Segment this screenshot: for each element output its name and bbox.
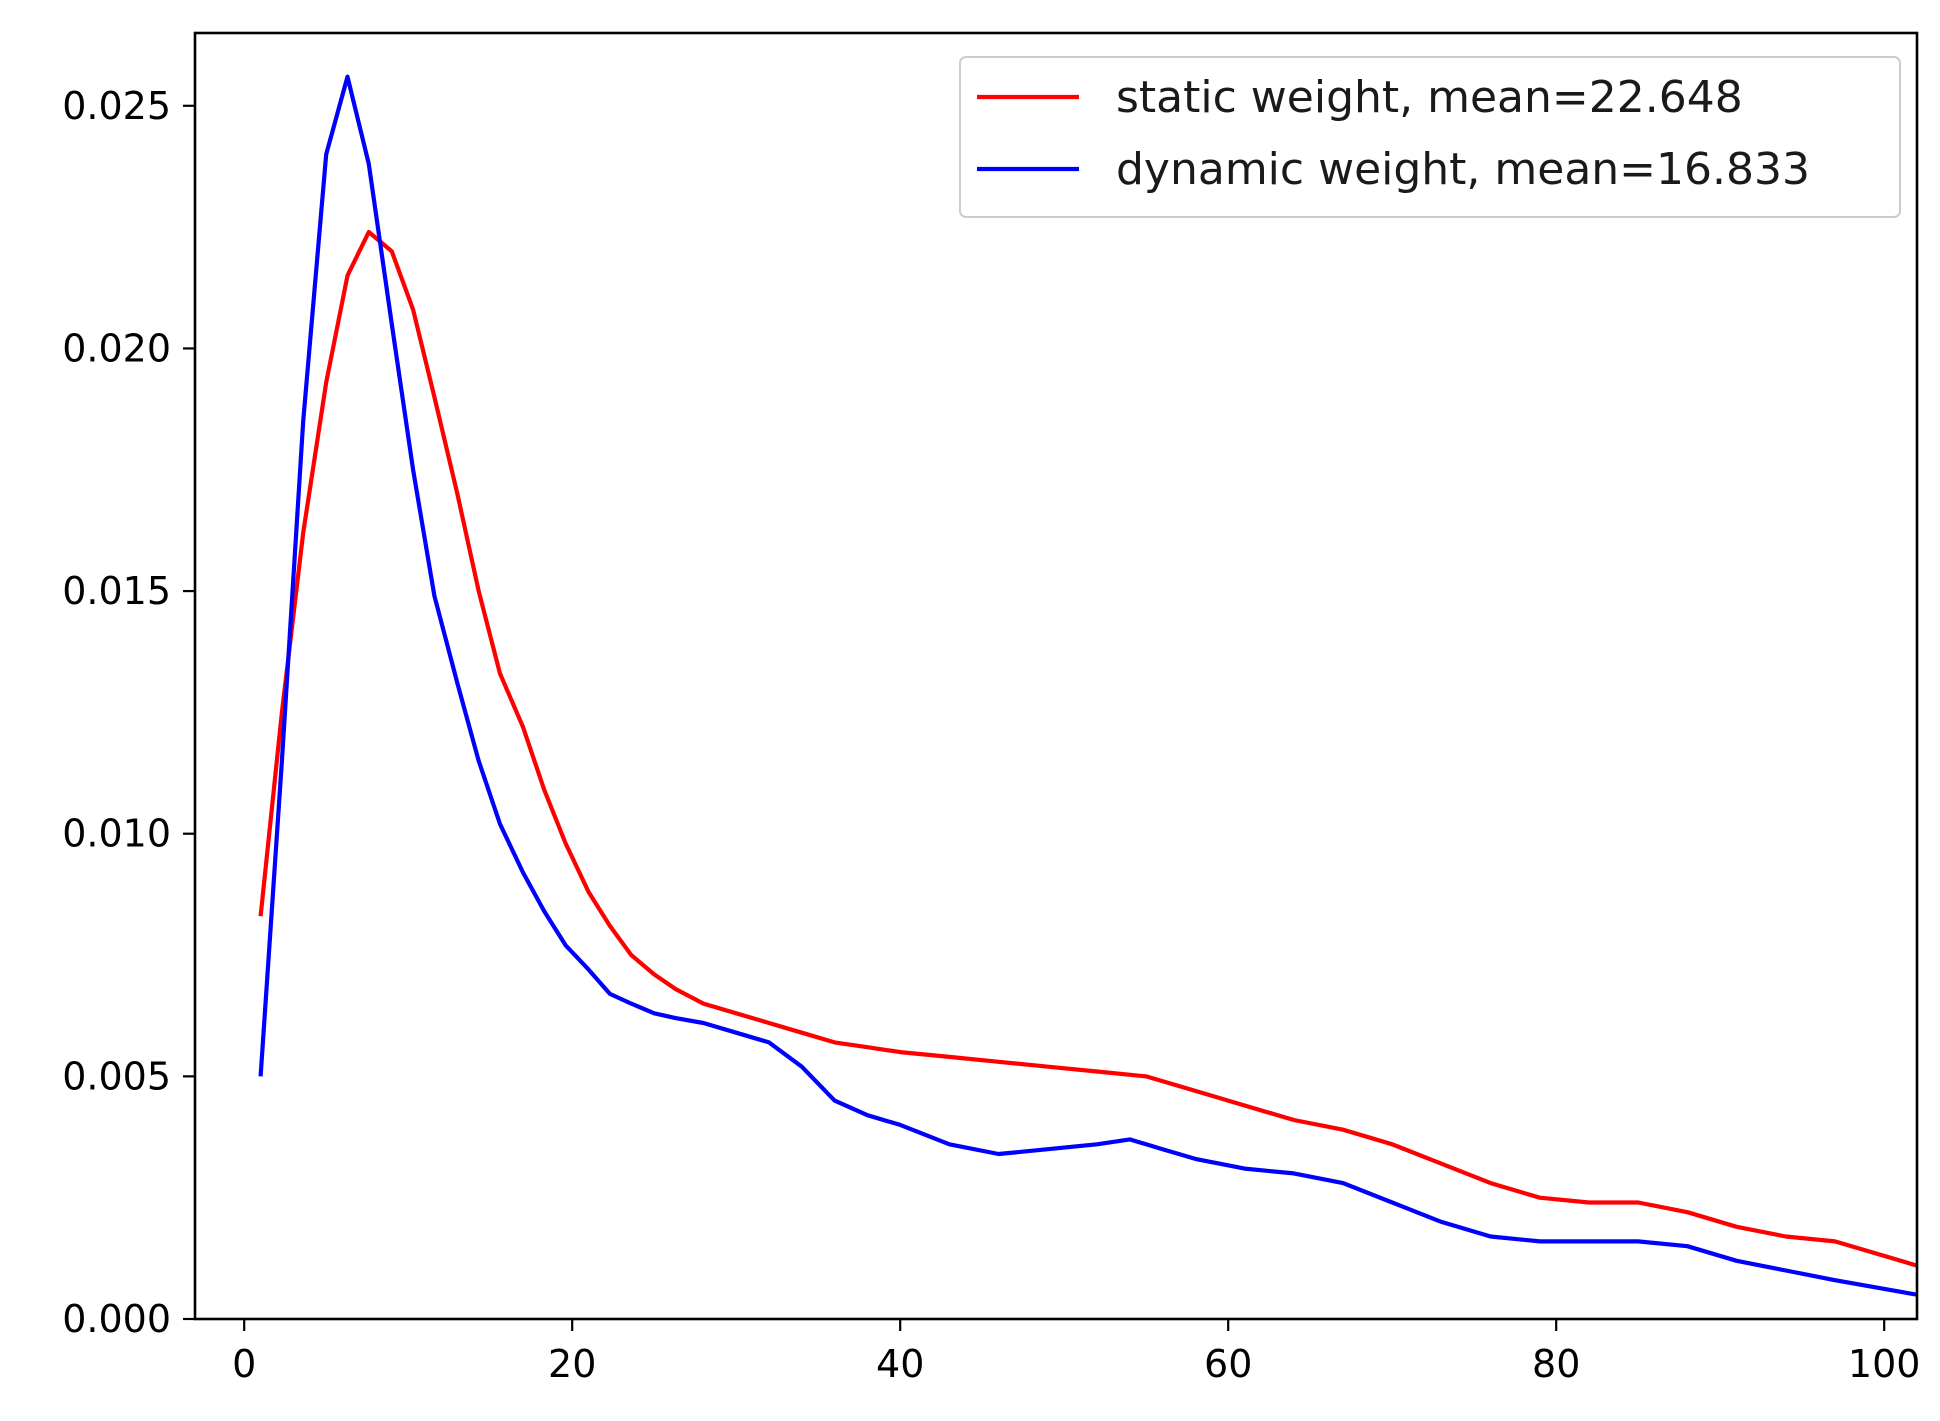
legend-box bbox=[959, 56, 1901, 218]
y-axis-ticks: 0.000 0.005 0.010 0.015 0.020 0.025 bbox=[62, 84, 195, 1341]
plot-lines bbox=[258, 74, 1918, 1297]
y-tick-label: 0.000 bbox=[62, 1297, 171, 1341]
x-tick-label: 100 bbox=[1848, 1342, 1921, 1386]
y-tick-label: 0.025 bbox=[62, 84, 171, 128]
x-tick-label: 40 bbox=[876, 1342, 924, 1386]
y-tick-label: 0.015 bbox=[62, 569, 171, 613]
y-tick-label: 0.005 bbox=[62, 1054, 171, 1098]
x-axis-ticks: 0 20 40 60 80 100 bbox=[232, 1319, 1920, 1386]
series-line-0 bbox=[258, 229, 1918, 1268]
legend-label-1: dynamic weight, mean=16.833 bbox=[1116, 144, 1810, 195]
x-tick-label: 0 bbox=[232, 1342, 256, 1386]
x-tick-label: 80 bbox=[1532, 1342, 1580, 1386]
series-line-1 bbox=[258, 74, 1918, 1297]
y-tick-label: 0.010 bbox=[62, 812, 171, 856]
y-tick-label: 0.020 bbox=[62, 326, 171, 370]
x-tick-label: 60 bbox=[1204, 1342, 1252, 1386]
x-tick-label: 20 bbox=[548, 1342, 596, 1386]
legend: static weight, mean=22.648 dynamic weight… bbox=[959, 56, 1901, 218]
plot-frame bbox=[193, 31, 1919, 1321]
legend-label-0: static weight, mean=22.648 bbox=[1116, 72, 1743, 123]
